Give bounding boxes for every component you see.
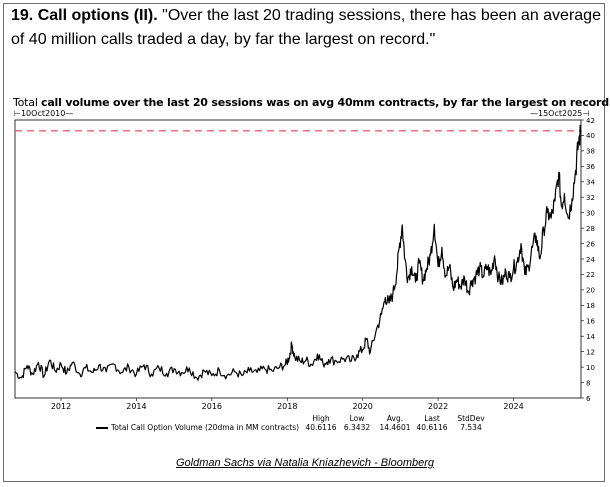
- headline: 19. Call options (II). "Over the last 20…: [11, 4, 610, 52]
- source-credit[interactable]: Goldman Sachs via Natalia Kniazhevich - …: [175, 457, 435, 469]
- y-tick-label-16: 16: [586, 318, 595, 326]
- x-tick-label-2018: 2018: [277, 402, 297, 411]
- stat-header: Low: [349, 414, 365, 423]
- x-tick-label-2016: 2016: [202, 402, 222, 411]
- date-range-end-label: 15Oct2025: [538, 109, 583, 118]
- legend: Total Call Option Volume (20dma in MM co…: [96, 423, 299, 432]
- stat-value: 40.6116: [416, 423, 448, 432]
- date-range-start: ⊢10Oct2010—: [14, 109, 74, 118]
- stat-header: Avg.: [386, 414, 404, 423]
- stat-value: 14.4601: [379, 423, 411, 432]
- stat-value: 7.534: [460, 423, 482, 432]
- y-tick-label-18: 18: [586, 302, 595, 310]
- series-line-0: [14, 124, 582, 381]
- chart-title: Total call volume over the last 20 sessi…: [13, 96, 609, 109]
- legend-line-swatch: [96, 427, 108, 429]
- y-tick-label-42: 42: [586, 117, 595, 125]
- stat-value: 40.6116: [305, 423, 337, 432]
- y-tick-label-10: 10: [586, 364, 595, 372]
- y-tick-label-26: 26: [586, 240, 595, 248]
- y-tick-label-24: 24: [586, 256, 595, 264]
- y-tick-label-20: 20: [586, 287, 595, 295]
- y-tick-label-36: 36: [586, 163, 595, 171]
- stat-low: Low 6.3432: [337, 414, 377, 432]
- headline-title: 19. Call options (II).: [11, 7, 158, 24]
- y-tick-label-14: 14: [586, 333, 595, 341]
- stat-high: High 40.6116: [301, 414, 341, 432]
- headline-quote-line2: of 40 million calls traded a day, by far…: [11, 31, 436, 48]
- y-tick-label-28: 28: [586, 225, 595, 233]
- x-tick-label-2012: 2012: [51, 402, 71, 411]
- stat-avg: Avg. 14.4601: [375, 414, 415, 432]
- y-tick-label-22: 22: [586, 271, 595, 279]
- y-tick-label-6: 6: [586, 395, 591, 403]
- y-tick-label-8: 8: [586, 379, 590, 387]
- y-tick-label-38: 38: [586, 148, 595, 156]
- chart-title-bold: call volume over the last 20 sessions wa…: [41, 96, 609, 109]
- chart-title-prefix: Total: [13, 96, 41, 109]
- stat-stddev: StdDev 7.534: [451, 414, 491, 432]
- x-tick-label-2024: 2024: [503, 402, 523, 411]
- stat-header: Last: [424, 414, 440, 423]
- date-range-start-label: 10Oct2010: [20, 109, 66, 118]
- date-range-end: —15Oct2025⊣: [530, 109, 590, 118]
- y-tick-label-32: 32: [586, 194, 595, 202]
- legend-label: Total Call Option Volume (20dma in MM co…: [111, 423, 300, 432]
- y-tick-label-34: 34: [586, 179, 595, 187]
- stat-value: 6.3432: [343, 423, 371, 432]
- x-tick-label-2020: 2020: [352, 402, 372, 411]
- y-tick-label-30: 30: [586, 209, 595, 217]
- y-tick-label-12: 12: [586, 348, 595, 356]
- stat-header: StdDev: [457, 414, 485, 423]
- x-tick-label-2014: 2014: [126, 402, 146, 411]
- y-tick-label-40: 40: [586, 132, 595, 140]
- x-tick-label-2022: 2022: [428, 402, 448, 411]
- stat-header: High: [312, 414, 330, 423]
- stat-last: Last 40.6116: [412, 414, 452, 432]
- chart-card: [3, 3, 605, 482]
- headline-quote-line1: "Over the last 20 trading sessions, ther…: [162, 7, 601, 24]
